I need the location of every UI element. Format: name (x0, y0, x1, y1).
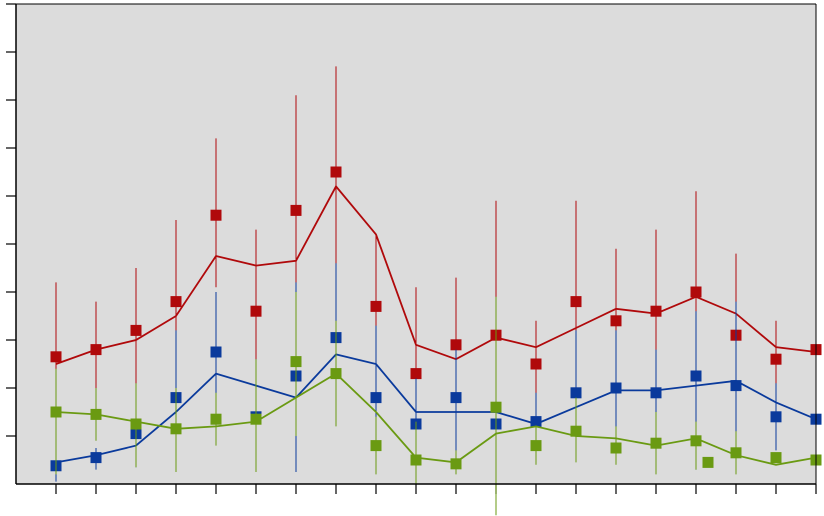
data-point (210, 209, 222, 221)
data-point (690, 370, 702, 382)
data-point (450, 339, 462, 351)
data-point (730, 380, 742, 392)
data-point (450, 392, 462, 404)
data-point (50, 351, 62, 363)
data-point (690, 435, 702, 447)
data-point (490, 401, 502, 413)
data-point (250, 413, 262, 425)
data-point (610, 315, 622, 327)
series-line (55, 184, 817, 365)
data-point (170, 296, 182, 308)
data-point (370, 392, 382, 404)
data-point (90, 408, 102, 420)
series-line (55, 353, 817, 464)
data-point (690, 286, 702, 298)
data-point (530, 440, 542, 452)
data-point (570, 296, 582, 308)
data-point (410, 368, 422, 380)
data-point (530, 416, 542, 428)
data-point (570, 425, 582, 437)
series-3 (50, 292, 822, 516)
data-point (250, 305, 262, 317)
data-point (290, 356, 302, 368)
axis-ticks (6, 3, 817, 494)
data-point (650, 437, 662, 449)
data-point (130, 324, 142, 336)
data-point (170, 423, 182, 435)
data-point (730, 447, 742, 459)
data-point (330, 166, 342, 178)
data-point (130, 418, 142, 430)
data-point (570, 387, 582, 399)
data-point (770, 411, 782, 423)
data-point (650, 305, 662, 317)
data-point (290, 204, 302, 216)
data-point (530, 358, 542, 370)
data-point (370, 440, 382, 452)
data-point (210, 413, 222, 425)
data-point (610, 442, 622, 454)
series-layer (50, 66, 822, 516)
data-point (370, 300, 382, 312)
data-point (770, 452, 782, 464)
data-point (50, 406, 62, 418)
data-point (770, 353, 782, 365)
data-point (330, 368, 342, 380)
data-point (410, 454, 422, 466)
data-point (610, 382, 622, 394)
data-point (450, 458, 462, 470)
data-point (210, 346, 222, 358)
data-point (650, 387, 662, 399)
series-line (55, 372, 817, 466)
data-point (90, 344, 102, 356)
data-point (702, 456, 714, 468)
data-point (90, 452, 102, 464)
